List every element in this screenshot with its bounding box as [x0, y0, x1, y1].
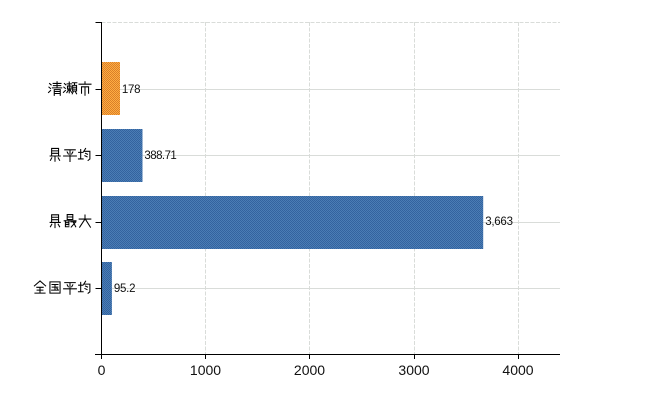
- svg-text:388.71: 388.71: [144, 150, 176, 162]
- svg-text:95.2: 95.2: [114, 283, 135, 295]
- svg-text:3000: 3000: [398, 362, 429, 378]
- svg-text:178: 178: [122, 84, 140, 96]
- svg-text:3,663: 3,663: [485, 216, 513, 228]
- svg-text:1000: 1000: [190, 362, 221, 378]
- svg-text:2000: 2000: [294, 362, 325, 378]
- svg-text:4000: 4000: [502, 362, 533, 378]
- svg-text:0: 0: [98, 362, 106, 378]
